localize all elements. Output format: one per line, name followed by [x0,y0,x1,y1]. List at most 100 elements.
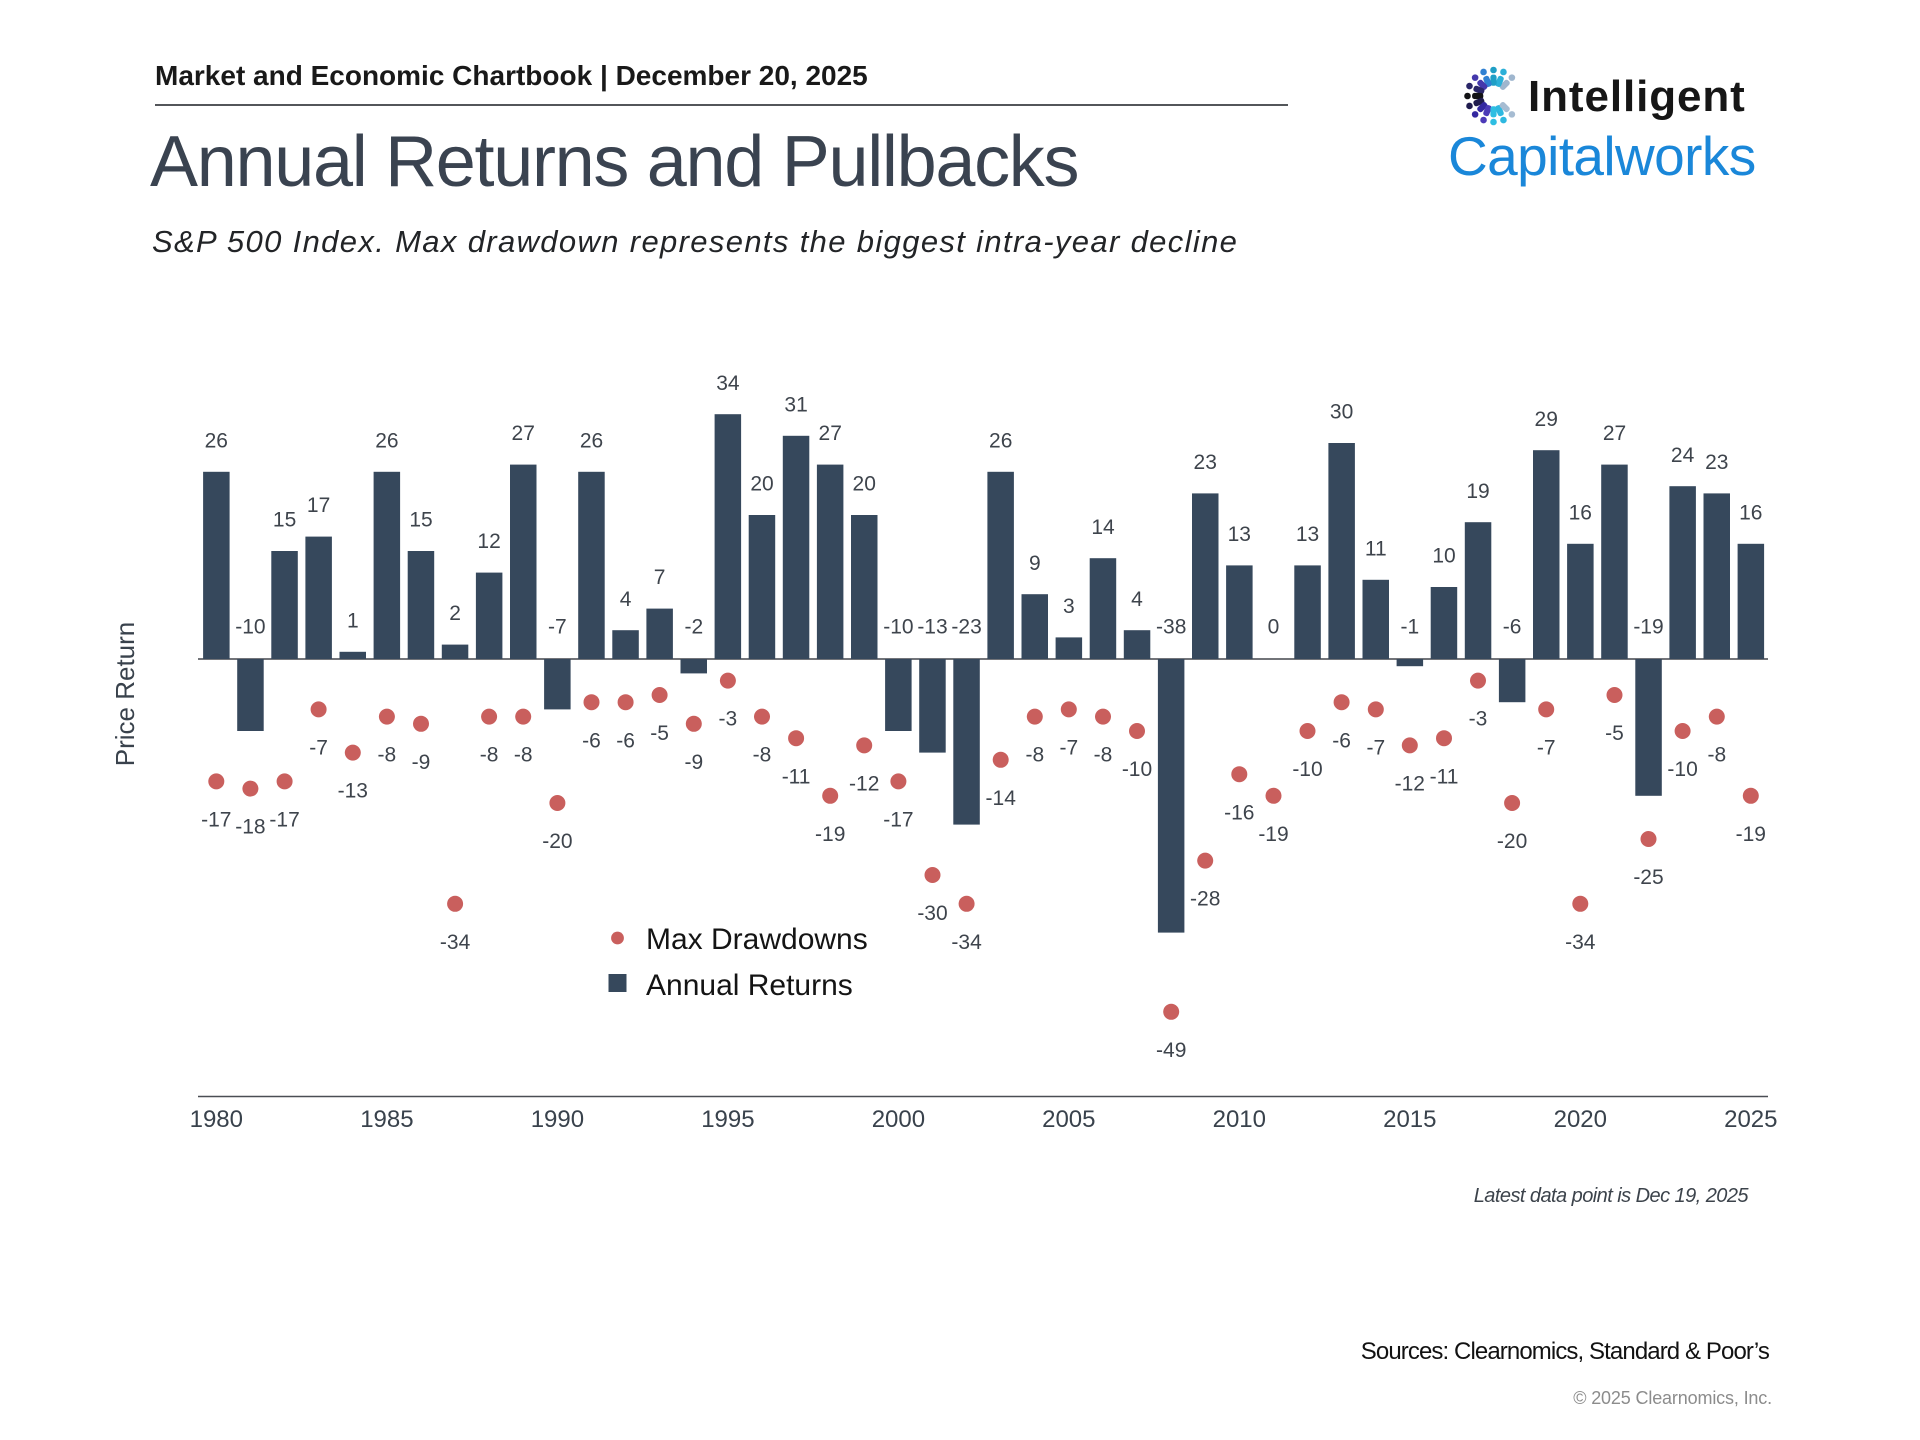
svg-text:-25: -25 [1633,866,1663,889]
svg-text:27: 27 [1603,422,1626,445]
svg-text:-16: -16 [1224,801,1254,824]
svg-text:-10: -10 [1122,758,1152,781]
svg-text:-7: -7 [1366,737,1385,760]
svg-text:-3: -3 [719,708,738,731]
svg-text:23: 23 [1705,451,1728,474]
svg-text:-8: -8 [480,744,499,767]
svg-text:16: 16 [1739,501,1762,524]
svg-text:27: 27 [512,422,535,445]
svg-text:-10: -10 [883,616,913,639]
svg-text:26: 26 [580,429,603,452]
svg-text:-6: -6 [582,729,601,752]
svg-text:-1: -1 [1400,616,1419,639]
svg-text:13: 13 [1296,523,1319,546]
svg-text:-10: -10 [235,616,265,639]
svg-text:-10: -10 [1667,758,1697,781]
svg-text:26: 26 [375,429,398,452]
svg-text:1980: 1980 [190,1106,243,1133]
svg-text:10: 10 [1432,545,1455,568]
svg-text:-5: -5 [1605,722,1624,745]
svg-text:Max Drawdowns: Max Drawdowns [646,923,868,956]
svg-text:15: 15 [409,509,432,532]
svg-text:-38: -38 [1156,616,1186,639]
svg-text:9: 9 [1029,552,1041,575]
svg-text:-17: -17 [883,809,913,832]
svg-text:-9: -9 [412,751,431,774]
svg-text:-7: -7 [1537,737,1556,760]
svg-text:2010: 2010 [1213,1106,1266,1133]
svg-text:-7: -7 [309,737,328,760]
svg-text:2020: 2020 [1554,1106,1607,1133]
svg-text:-34: -34 [1565,931,1596,954]
svg-text:15: 15 [273,509,296,532]
svg-text:27: 27 [819,422,842,445]
svg-text:-19: -19 [1736,823,1766,846]
svg-text:7: 7 [654,566,666,589]
svg-text:19: 19 [1466,480,1489,503]
svg-text:-6: -6 [616,729,635,752]
svg-text:-34: -34 [440,931,471,954]
svg-text:2015: 2015 [1383,1106,1436,1133]
svg-text:26: 26 [989,429,1012,452]
svg-text:0: 0 [1268,616,1280,639]
svg-text:-18: -18 [235,816,265,839]
svg-text:-8: -8 [378,744,397,767]
svg-text:-8: -8 [1094,744,1113,767]
svg-text:-49: -49 [1156,1039,1186,1062]
svg-text:Annual Returns: Annual Returns [646,969,853,1002]
svg-text:14: 14 [1091,516,1115,539]
svg-text:-11: -11 [782,765,811,788]
svg-text:23: 23 [1194,451,1217,474]
svg-text:29: 29 [1535,408,1558,431]
svg-text:-19: -19 [815,823,845,846]
svg-text:-34: -34 [951,931,982,954]
svg-text:16: 16 [1569,501,1592,524]
svg-text:1995: 1995 [701,1106,754,1133]
svg-text:-9: -9 [684,751,703,774]
svg-text:-20: -20 [1497,830,1527,853]
svg-text:11: 11 [1365,537,1387,560]
svg-text:3: 3 [1063,595,1075,618]
svg-text:-17: -17 [201,809,231,832]
svg-text:30: 30 [1330,401,1353,424]
svg-text:-7: -7 [1059,737,1078,760]
svg-text:-8: -8 [514,744,533,767]
svg-text:1985: 1985 [360,1106,413,1133]
svg-text:1990: 1990 [531,1106,584,1133]
svg-text:1: 1 [347,609,359,632]
svg-text:4: 4 [1131,588,1143,611]
svg-text:12: 12 [477,530,500,553]
svg-text:20: 20 [750,473,773,496]
svg-text:-19: -19 [1258,823,1288,846]
svg-text:-2: -2 [684,616,703,639]
svg-text:2000: 2000 [872,1106,925,1133]
svg-text:-8: -8 [1707,744,1726,767]
svg-text:17: 17 [307,494,330,517]
svg-text:-7: -7 [548,616,567,639]
svg-text:-11: -11 [1430,765,1459,788]
svg-text:31: 31 [784,393,807,416]
svg-text:34: 34 [716,372,740,395]
svg-text:-6: -6 [1503,616,1522,639]
svg-text:-17: -17 [269,809,299,832]
svg-text:-3: -3 [1469,708,1488,731]
svg-text:4: 4 [620,588,632,611]
svg-text:-20: -20 [542,830,572,853]
svg-text:-10: -10 [1292,758,1322,781]
svg-text:-5: -5 [650,722,669,745]
svg-text:-28: -28 [1190,888,1220,911]
svg-text:26: 26 [205,429,228,452]
svg-text:-12: -12 [849,773,879,796]
svg-text:-13: -13 [917,616,947,639]
svg-text:20: 20 [853,473,876,496]
svg-text:-12: -12 [1395,773,1425,796]
svg-text:-8: -8 [753,744,772,767]
svg-text:-6: -6 [1332,729,1351,752]
svg-text:-23: -23 [951,616,981,639]
svg-text:-19: -19 [1633,616,1663,639]
svg-text:-14: -14 [986,787,1017,810]
svg-text:Price Return: Price Return [110,622,140,767]
svg-text:-13: -13 [338,780,368,803]
svg-text:-8: -8 [1025,744,1044,767]
svg-text:24: 24 [1671,444,1695,467]
